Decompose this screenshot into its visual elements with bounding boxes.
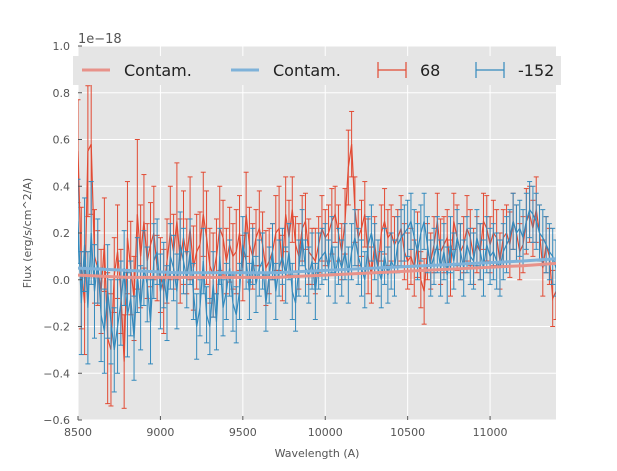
x-tick-label: 11000 [473, 426, 508, 439]
legend-item: -152 [475, 61, 554, 80]
contam-line [78, 261, 556, 279]
legend-label: -152 [518, 61, 554, 80]
legend-item: 68 [377, 61, 440, 80]
y-tick-label: 0.0 [53, 274, 71, 287]
legend-label: Contam. [273, 61, 341, 80]
y-tick-label: −0.2 [43, 321, 70, 334]
y-tick-label: 0.2 [53, 227, 71, 240]
series-layer [78, 73, 556, 409]
series-Contam.-group [78, 261, 556, 279]
legend: Contam. Contam. 68 -152 [73, 56, 561, 85]
y-tick-label: 0.8 [53, 87, 71, 100]
legend-item: Contam. [231, 61, 341, 80]
series-Contam.-group [78, 257, 556, 275]
y-tick-label: −0.4 [43, 367, 70, 380]
y-offset-text: 1e−18 [78, 32, 122, 47]
series-line [78, 143, 556, 362]
y-tick-label: −0.6 [43, 414, 70, 427]
x-tick-label: 10000 [308, 426, 343, 439]
contam-line [78, 257, 556, 275]
x-tick-label: 9500 [229, 426, 257, 439]
y-tick-label: 1.0 [53, 40, 71, 53]
x-tick-label: 8500 [64, 426, 92, 439]
y-axis-label: Flux (erg/s/cm^2/A) [21, 178, 34, 288]
legend-item: Contam. [82, 61, 192, 80]
x-axis-label: Wavelength (A) [275, 447, 360, 460]
x-tick-label: 9000 [146, 426, 174, 439]
y-tick-label: 0.6 [53, 134, 71, 147]
y-tick-label: 0.4 [53, 180, 71, 193]
legend-label: 68 [420, 61, 440, 80]
plot-clip [78, 73, 556, 409]
legend-label: Contam. [124, 61, 192, 80]
axes: 8500 9000 9500 10000 10500 11000 −0.6 −0.4 −0.2 0… [43, 40, 507, 439]
x-tick-label: 10500 [390, 426, 425, 439]
